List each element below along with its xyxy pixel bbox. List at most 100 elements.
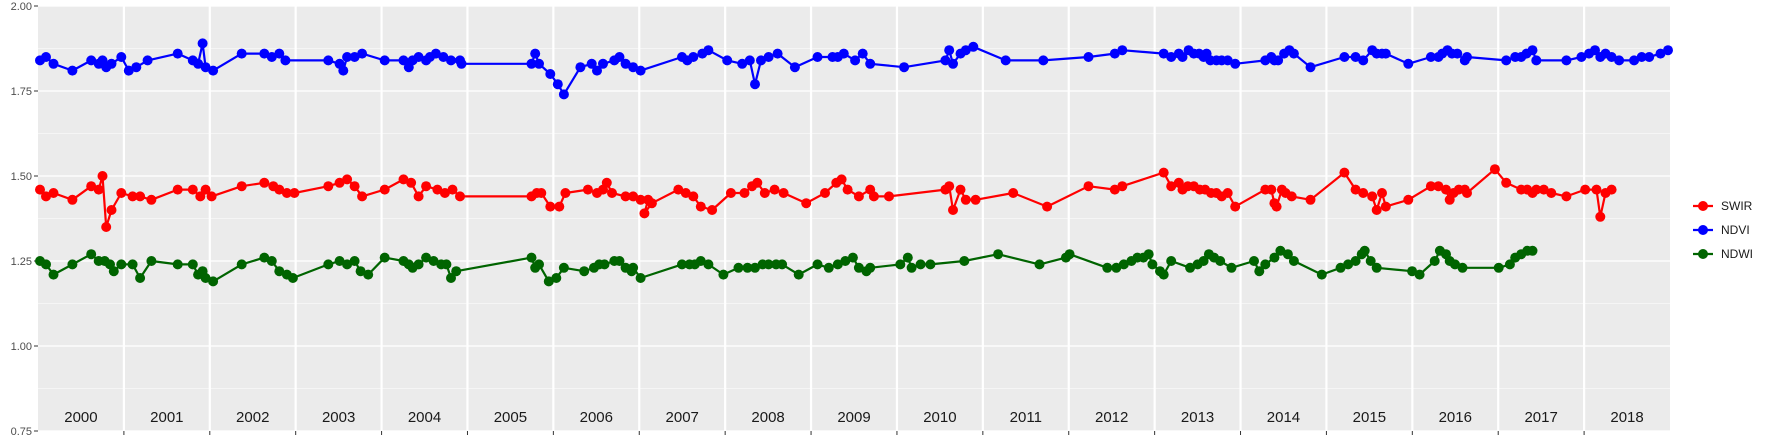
data-point-ndwi <box>1359 245 1370 256</box>
year-label-2013: 2013 <box>1181 409 1214 426</box>
year-label-2000: 2000 <box>64 409 97 426</box>
data-point-swir <box>116 188 127 198</box>
data-point-ndvi <box>456 58 467 69</box>
y-tick-label: 1.50 <box>11 171 32 183</box>
data-point-ndwi <box>1450 259 1460 270</box>
data-point-ndwi <box>925 259 936 270</box>
data-point-ndwi <box>534 259 544 270</box>
data-point-swir <box>1441 184 1451 195</box>
data-point-ndvi <box>750 79 760 90</box>
data-point-ndwi <box>236 259 247 270</box>
data-point-ndvi <box>142 55 153 66</box>
data-point-ndwi <box>413 259 424 270</box>
data-point-ndwi <box>349 256 360 266</box>
data-point-ndwi <box>1111 262 1122 273</box>
data-point-swir <box>1166 181 1177 192</box>
data-point-ndwi <box>703 259 714 270</box>
year-label-2015: 2015 <box>1353 409 1386 426</box>
data-point-ndwi <box>1143 249 1154 260</box>
data-point-ndvi <box>438 52 449 62</box>
data-point-swir <box>1008 188 1019 198</box>
data-point-ndvi <box>899 62 910 73</box>
data-point-swir <box>195 191 206 202</box>
data-point-ndwi <box>1527 245 1538 256</box>
legend-key-swir <box>1698 201 1708 211</box>
data-point-swir <box>536 188 547 198</box>
data-point-ndvi <box>172 48 183 59</box>
data-point-ndwi <box>1282 249 1293 260</box>
data-point-ndvi <box>259 48 270 59</box>
data-point-ndwi <box>742 262 753 273</box>
data-point-ndwi <box>840 256 851 266</box>
data-point-swir <box>752 177 763 188</box>
legend-label-swir: SWIR <box>1721 199 1753 213</box>
data-point-swir <box>884 191 894 202</box>
data-point-ndwi <box>334 256 345 266</box>
data-point-ndvi <box>131 62 142 73</box>
data-point-ndwi <box>628 262 639 273</box>
data-point-swir <box>200 184 211 195</box>
data-point-swir <box>955 184 966 195</box>
data-point-ndwi <box>1504 259 1515 270</box>
data-point-ndvi <box>737 58 748 69</box>
data-point-ndvi <box>558 89 569 100</box>
data-point-ndwi <box>1275 245 1286 256</box>
data-point-ndvi <box>1358 55 1369 66</box>
data-point-swir <box>1358 188 1369 198</box>
data-point-swir <box>778 188 789 198</box>
data-point-ndwi <box>847 252 858 263</box>
data-point-ndvi <box>1576 52 1587 62</box>
data-point-swir <box>1489 164 1500 175</box>
data-point-swir <box>334 177 345 188</box>
data-point-swir <box>620 191 631 202</box>
data-point-ndvi <box>1561 55 1572 66</box>
data-point-ndwi <box>287 273 298 283</box>
data-point-ndvi <box>744 55 755 66</box>
data-point-swir <box>1538 184 1549 195</box>
data-point-swir <box>289 188 300 198</box>
data-point-swir <box>41 191 51 202</box>
data-point-swir <box>639 208 650 219</box>
data-point-ndwi <box>1064 249 1075 260</box>
data-point-ndwi <box>750 262 760 273</box>
year-label-2018: 2018 <box>1610 409 1643 426</box>
data-point-swir <box>1425 181 1436 192</box>
data-point-ndvi <box>1038 55 1049 66</box>
year-label-2016: 2016 <box>1439 409 1472 426</box>
data-point-ndwi <box>915 259 926 270</box>
data-point-ndvi <box>812 52 823 62</box>
data-point-ndwi <box>274 266 285 277</box>
data-point-swir <box>646 198 657 209</box>
data-point-ndwi <box>599 259 610 270</box>
data-point-swir <box>759 188 770 198</box>
data-point-ndwi <box>1166 256 1177 266</box>
data-point-ndvi <box>1158 48 1169 59</box>
data-point-ndwi <box>1316 269 1327 280</box>
data-point-ndwi <box>208 276 219 287</box>
data-point-swir <box>1083 181 1094 192</box>
data-point-ndvi <box>1590 45 1600 56</box>
data-point-ndvi <box>1117 45 1128 56</box>
year-label-2003: 2003 <box>322 409 355 426</box>
data-point-ndwi <box>695 256 706 266</box>
data-point-ndwi <box>1414 269 1425 280</box>
data-point-ndwi <box>200 273 211 283</box>
data-point-swir <box>447 184 458 195</box>
data-point-ndvi <box>1452 48 1463 59</box>
data-point-ndwi <box>1365 256 1376 266</box>
data-point-swir <box>635 194 646 205</box>
data-point-ndwi <box>127 259 138 270</box>
data-point-ndvi <box>349 52 360 62</box>
data-point-ndwi <box>853 262 864 273</box>
data-point-ndvi <box>534 58 544 69</box>
year-label-2014: 2014 <box>1267 409 1300 426</box>
year-label-2007: 2007 <box>666 409 699 426</box>
data-point-swir <box>820 188 830 198</box>
data-point-ndwi <box>1350 256 1361 266</box>
data-point-swir <box>1462 188 1472 198</box>
data-point-ndvi <box>857 48 868 59</box>
y-axis: 0.75 1.00 1.25 1.50 1.75 2.00 <box>11 1 1585 438</box>
data-point-ndvi <box>274 48 285 59</box>
data-point-ndwi <box>763 259 774 270</box>
data-point-ndvi <box>1614 55 1625 66</box>
